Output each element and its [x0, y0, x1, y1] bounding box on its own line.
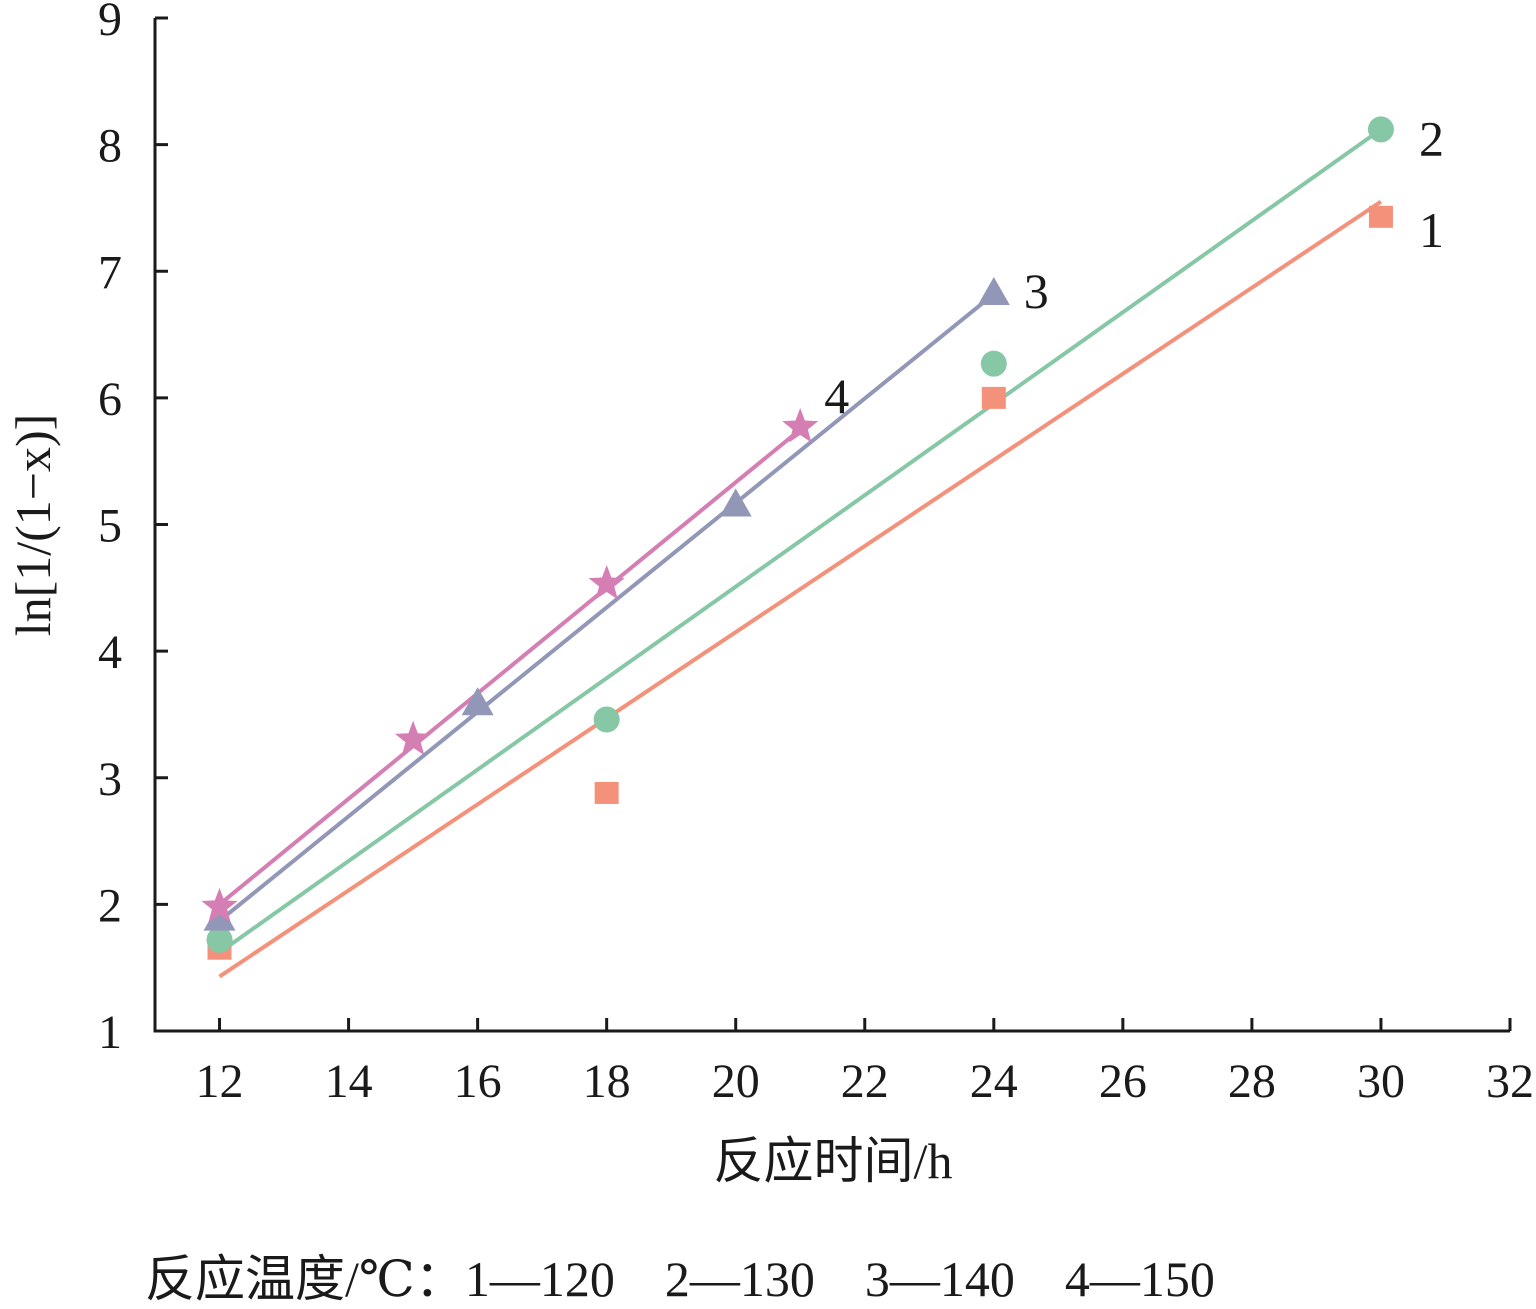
y-tick-label: 7 — [98, 246, 122, 299]
fit-lines — [218, 127, 1383, 979]
y-axis-title: ln[1/(1−x)] — [5, 414, 61, 637]
x-tick-label: 28 — [1228, 1055, 1276, 1108]
series-4-label: 4 — [824, 368, 849, 424]
x-tick-label: 20 — [712, 1055, 760, 1108]
series-3-point — [461, 687, 494, 716]
series-1-fit-line — [218, 199, 1383, 979]
series-2-label: 2 — [1419, 110, 1444, 166]
series-4-point — [782, 408, 819, 443]
series-2-fit-line — [218, 127, 1383, 955]
series-1-point — [594, 781, 619, 804]
series-2-point — [1367, 116, 1394, 143]
y-tick-label: 1 — [98, 1006, 122, 1059]
x-tick-label: 26 — [1099, 1055, 1147, 1108]
series-1-point — [981, 386, 1006, 409]
series-3-label: 3 — [1024, 263, 1049, 319]
series-4-point — [395, 720, 432, 756]
y-tick-label: 2 — [98, 879, 122, 932]
x-tick-label: 24 — [970, 1055, 1018, 1108]
series-3-point — [719, 488, 752, 517]
series-4-point — [588, 565, 625, 600]
x-tick-label: 12 — [196, 1055, 244, 1108]
data-points — [201, 116, 1394, 960]
series-4-point — [201, 887, 238, 923]
x-axis-title: 反应时间/h — [714, 1133, 953, 1189]
y-tick-label: 5 — [98, 500, 122, 553]
x-tick-label: 16 — [454, 1055, 502, 1108]
y-tick-label: 3 — [98, 753, 122, 806]
series-1-label: 1 — [1419, 202, 1444, 258]
x-tick-label: 30 — [1357, 1055, 1405, 1108]
x-tick-label: 22 — [841, 1055, 889, 1108]
y-tick-label: 6 — [98, 373, 122, 426]
series-3-fit-line — [218, 292, 996, 923]
chart-caption: 反应温度/℃：1—120 2—130 3—140 4—150 — [145, 1251, 1215, 1307]
y-tick-label: 9 — [98, 0, 122, 46]
series-1-point — [1368, 205, 1393, 228]
series-labels: 1 2 3 4 — [824, 110, 1444, 424]
y-tick-label: 4 — [98, 626, 122, 679]
series-3-point — [977, 277, 1010, 306]
series-3-point — [203, 902, 236, 931]
x-tick-label: 14 — [325, 1055, 373, 1108]
y-tick-label: 8 — [98, 120, 122, 173]
series-2-point — [980, 350, 1007, 377]
x-tick-label: 32 — [1486, 1055, 1534, 1108]
series-4-fit-line — [218, 427, 802, 906]
x-tick-label: 18 — [583, 1055, 631, 1108]
series-2-point — [593, 706, 620, 733]
series-2-point — [206, 926, 233, 953]
